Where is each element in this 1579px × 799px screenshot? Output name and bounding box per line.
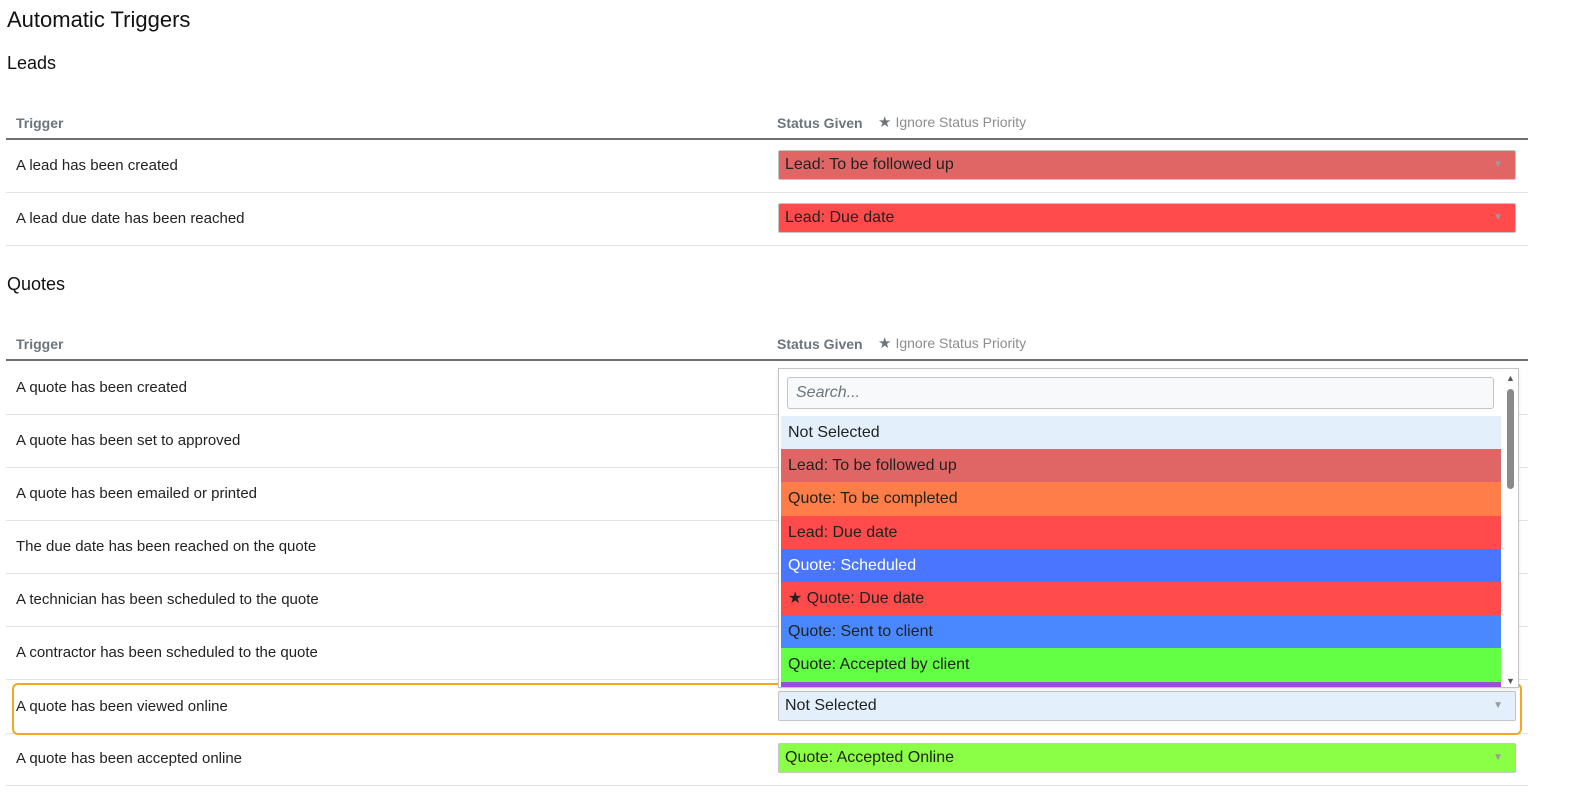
trigger-label: The due date has been reached on the quo… xyxy=(16,538,317,555)
status-select-value: Quote: Accepted Online xyxy=(785,749,954,766)
trigger-label: A technician has been scheduled to the q… xyxy=(16,591,319,608)
status-dropdown-menu: Not Selected Lead: To be followed up Quo… xyxy=(778,368,1519,688)
status-given-column-header: Status Given xyxy=(777,336,863,352)
dropdown-option[interactable]: Quote: Accepted by client xyxy=(781,648,1501,682)
status-select-value: Not Selected xyxy=(785,697,877,714)
table-row: A quote has been emailed or printed xyxy=(6,468,1528,521)
status-select[interactable]: Quote: Accepted Online ▼ xyxy=(778,743,1516,773)
dropdown-option[interactable]: Quote: To be completed xyxy=(781,482,1501,516)
table-row: A lead due date has been reached Lead: D… xyxy=(6,193,1528,246)
page-title: Automatic Triggers xyxy=(7,7,191,32)
quotes-section-title: Quotes xyxy=(7,274,66,294)
trigger-label: A quote has been emailed or printed xyxy=(16,485,258,502)
dropdown-option[interactable]: ★ Quote: Due date xyxy=(781,581,1501,616)
chevron-down-icon: ▼ xyxy=(1493,752,1503,763)
trigger-column-header: Trigger xyxy=(16,336,64,352)
search-input[interactable] xyxy=(787,377,1494,409)
star-icon: ★ xyxy=(878,114,892,131)
scroll-up-icon[interactable]: ▲ xyxy=(1506,373,1515,383)
trigger-label: A quote has been viewed online xyxy=(16,698,228,715)
ignore-status-priority-note: ★ Ignore Status Priority xyxy=(878,113,1026,131)
quotes-table-header: Trigger Status Given ★ Ignore Status Pri… xyxy=(6,324,1528,361)
trigger-label: A lead has been created xyxy=(16,157,178,174)
table-row: A technician has been scheduled to the q… xyxy=(6,574,1528,627)
ignore-status-priority-note: ★ Ignore Status Priority xyxy=(878,334,1026,352)
star-icon: ★ xyxy=(878,335,892,352)
status-select-value: Lead: Due date xyxy=(785,209,895,226)
table-row: The due date has been reached on the quo… xyxy=(6,521,1528,574)
dropdown-scrollbar[interactable]: ▲ ▼ xyxy=(1503,371,1517,686)
chevron-down-icon: ▼ xyxy=(1493,212,1503,223)
dropdown-option[interactable] xyxy=(781,681,1501,687)
table-row: A contractor has been scheduled to the q… xyxy=(6,627,1528,680)
status-select[interactable]: Lead: To be followed up ▼ xyxy=(778,150,1516,180)
status-given-column-header: Status Given xyxy=(777,115,863,131)
trigger-label: A contractor has been scheduled to the q… xyxy=(16,644,318,661)
table-row: A quote has been created xyxy=(6,362,1528,415)
table-row: A quote has been viewed online Not Selec… xyxy=(6,681,1528,734)
trigger-label: A quote has been accepted online xyxy=(16,750,243,767)
status-select[interactable]: Lead: Due date ▼ xyxy=(778,203,1516,233)
scroll-down-icon[interactable]: ▼ xyxy=(1506,676,1515,686)
ignore-status-priority-label: Ignore Status Priority xyxy=(895,335,1027,351)
dropdown-option[interactable]: Lead: Due date xyxy=(781,515,1501,549)
status-select-value: Lead: To be followed up xyxy=(785,156,954,173)
leads-table-header: Trigger Status Given ★ Ignore Status Pri… xyxy=(6,103,1528,140)
scrollbar-thumb[interactable] xyxy=(1507,389,1514,489)
trigger-label: A lead due date has been reached xyxy=(16,210,245,227)
trigger-column-header: Trigger xyxy=(16,115,64,131)
dropdown-option[interactable]: Not Selected xyxy=(781,416,1501,450)
dropdown-option[interactable]: Quote: Sent to client xyxy=(781,615,1501,649)
leads-section-title: Leads xyxy=(7,53,57,73)
table-row: A quote has been set to approved xyxy=(6,415,1528,468)
status-select[interactable]: Not Selected ▼ xyxy=(778,691,1516,721)
chevron-down-icon: ▼ xyxy=(1493,159,1503,170)
dropdown-option[interactable]: Lead: To be followed up xyxy=(781,449,1501,483)
table-row: A lead has been created Lead: To be foll… xyxy=(6,140,1528,193)
dropdown-option[interactable]: Quote: Scheduled xyxy=(781,548,1501,582)
table-row: A quote has been accepted online Quote: … xyxy=(6,733,1528,786)
chevron-down-icon: ▼ xyxy=(1493,700,1503,711)
trigger-label: A quote has been set to approved xyxy=(16,432,241,449)
option-list: Not Selected Lead: To be followed up Quo… xyxy=(781,416,1501,687)
ignore-status-priority-label: Ignore Status Priority xyxy=(895,114,1027,130)
trigger-label: A quote has been created xyxy=(16,379,187,396)
